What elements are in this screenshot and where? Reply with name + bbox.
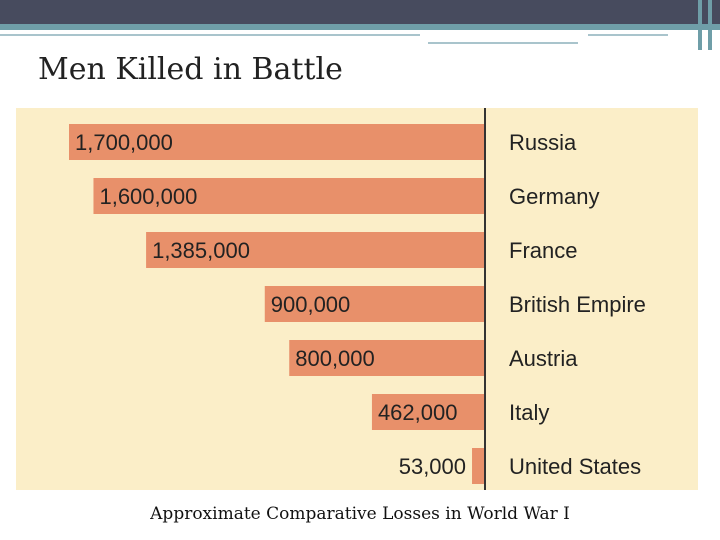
category-label-5: Austria xyxy=(509,346,578,371)
bar-value-label-2: 1,600,000 xyxy=(99,184,197,209)
header-accent-band xyxy=(0,24,720,30)
header-mark-1 xyxy=(698,0,702,50)
header-rule-middle xyxy=(428,42,578,44)
bar-value-label-4: 900,000 xyxy=(271,292,351,317)
category-label-2: Germany xyxy=(509,184,599,209)
bar-2 xyxy=(93,178,486,214)
bar-value-label-1: 1,700,000 xyxy=(75,130,173,155)
bar-6 xyxy=(371,394,485,430)
bar-4 xyxy=(264,286,485,322)
category-label-7: United States xyxy=(509,454,641,479)
bar-3 xyxy=(146,232,486,268)
bar-chart: 1,700,000 Russia 1,600,000 Germany 1,385,000… xyxy=(69,108,646,490)
bar-value-label-6: 462,000 xyxy=(378,400,458,425)
bar-1 xyxy=(69,124,485,160)
header-rule-right xyxy=(588,34,668,36)
header-band xyxy=(0,0,720,24)
header-rule-left xyxy=(0,34,420,36)
slide-title: Men Killed in Battle xyxy=(38,52,343,87)
bar-value-label-3: 1,385,000 xyxy=(152,238,250,263)
category-label-6: Italy xyxy=(509,400,549,425)
category-label-3: France xyxy=(509,238,577,263)
bar-value-label-5: 800,000 xyxy=(295,346,375,371)
category-label-4: British Empire xyxy=(509,292,646,317)
bar-value-label-7: 53,000 xyxy=(399,454,466,479)
bar-7 xyxy=(472,448,485,484)
category-label-1: Russia xyxy=(509,130,577,155)
bar-5 xyxy=(289,340,485,376)
header-mark-2 xyxy=(708,0,712,50)
chart-caption: Approximate Comparative Losses in World … xyxy=(150,504,570,524)
